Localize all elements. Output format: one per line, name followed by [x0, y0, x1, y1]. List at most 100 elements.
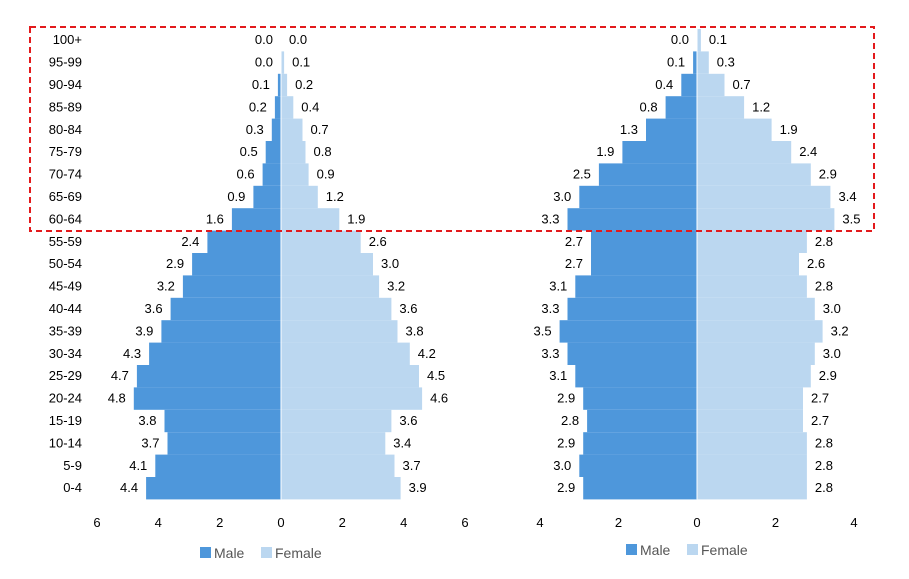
right-pyramid-chart: 2.9 2.8 3.0 2.8 2.9 2.8 2.8 2.7 2.9 2.7 3.1 2.9 3.3 3… [534, 29, 860, 558]
highlight-box [29, 26, 875, 232]
female-bar [697, 118, 772, 141]
female-value-label: 3.8 [406, 323, 424, 338]
female-bar [697, 477, 807, 500]
male-value-label: 2.7 [565, 256, 583, 271]
female-value-label: 2.7 [811, 391, 829, 406]
female-value-label: 0.8 [314, 144, 332, 159]
male-bar [253, 185, 281, 209]
female-value-label: 0.1 [709, 32, 727, 47]
female-bar [697, 432, 807, 455]
female-value-label: 2.8 [815, 234, 833, 249]
male-value-label: 3.6 [145, 301, 163, 316]
male-bar [192, 253, 281, 276]
legend-male-swatch [200, 547, 211, 558]
age-group-label: 75-79 [49, 144, 82, 159]
male-bar [271, 118, 281, 141]
age-group-label: 35-39 [49, 323, 82, 338]
male-bar [622, 141, 697, 164]
male-bar [161, 320, 281, 343]
male-value-label: 0.1 [252, 77, 270, 92]
female-value-label: 1.2 [752, 99, 770, 114]
male-value-label: 0.5 [240, 144, 258, 159]
male-value-label: 1.9 [596, 144, 614, 159]
female-value-label: 4.6 [430, 391, 448, 406]
male-value-label: 2.9 [557, 391, 575, 406]
female-bar [697, 96, 745, 119]
female-bar [281, 432, 386, 455]
female-value-label: 2.8 [815, 458, 833, 473]
female-bar [697, 163, 811, 186]
male-bar [149, 342, 281, 365]
male-bar [567, 342, 697, 365]
male-bar [681, 73, 697, 97]
male-value-label: 0.9 [227, 189, 245, 204]
female-value-label: 3.6 [399, 301, 417, 316]
female-bar [697, 73, 725, 97]
age-group-label: 45-49 [49, 279, 82, 294]
female-value-label: 0.9 [317, 167, 335, 182]
male-bar [693, 51, 697, 74]
male-bar [591, 253, 697, 276]
male-value-label: 3.2 [157, 279, 175, 294]
female-value-label: 3.9 [409, 480, 427, 495]
female-value-label: 0.1 [292, 55, 310, 70]
female-bar [281, 163, 309, 186]
male-value-label: 0.0 [671, 32, 689, 47]
male-bar [583, 477, 697, 500]
legend-male-label: Male [214, 545, 245, 561]
male-bar [591, 230, 697, 253]
male-bar [182, 275, 281, 298]
female-bar [697, 454, 807, 477]
legend-female-swatch [687, 544, 698, 555]
female-value-label: 0.4 [301, 99, 319, 114]
female-bar [281, 297, 392, 321]
female-bar [697, 185, 831, 209]
legend-female-label: Female [275, 545, 322, 561]
x-tick-label: 2 [216, 515, 223, 530]
male-value-label: 3.3 [541, 346, 559, 361]
male-value-label: 4.8 [108, 391, 126, 406]
male-value-label: 3.1 [549, 368, 567, 383]
female-value-label: 0.2 [295, 77, 313, 92]
female-bar [697, 365, 811, 388]
female-bar [281, 342, 410, 365]
female-bar [281, 454, 395, 477]
male-value-label: 2.7 [565, 234, 583, 249]
male-value-label: 3.3 [541, 301, 559, 316]
male-value-label: 3.3 [541, 211, 559, 226]
female-value-label: 2.4 [799, 144, 817, 159]
age-group-label: 10-14 [49, 435, 82, 450]
male-value-label: 4.1 [129, 458, 147, 473]
female-bar [281, 73, 288, 97]
male-value-label: 2.8 [561, 413, 579, 428]
x-tick-label: 0 [277, 515, 284, 530]
female-bar [281, 185, 318, 209]
x-tick-label: 6 [461, 515, 468, 530]
male-value-label: 0.0 [255, 55, 273, 70]
male-value-label: 0.2 [249, 99, 267, 114]
male-bar [646, 118, 697, 141]
x-tick-label: 2 [339, 515, 346, 530]
x-tick-label: 4 [536, 515, 543, 530]
female-bar [281, 409, 392, 433]
male-value-label: 3.9 [135, 323, 153, 338]
legend-female-swatch [261, 547, 272, 558]
age-group-label: 20-24 [49, 391, 82, 406]
male-value-label: 1.6 [206, 211, 224, 226]
female-value-label: 3.2 [387, 279, 405, 294]
female-value-label: 0.7 [733, 77, 751, 92]
male-value-label: 0.6 [237, 167, 255, 182]
female-bar [697, 297, 815, 321]
male-bar [170, 297, 281, 321]
male-value-label: 2.5 [573, 167, 591, 182]
male-value-label: 3.0 [553, 189, 571, 204]
male-bar [262, 163, 281, 186]
female-bar [697, 387, 803, 410]
female-value-label: 3.2 [831, 323, 849, 338]
x-tick-label: 6 [93, 515, 100, 530]
age-group-label: 5-9 [63, 458, 82, 473]
female-value-label: 3.0 [823, 301, 841, 316]
female-bar [281, 275, 380, 298]
male-bar [265, 141, 281, 164]
